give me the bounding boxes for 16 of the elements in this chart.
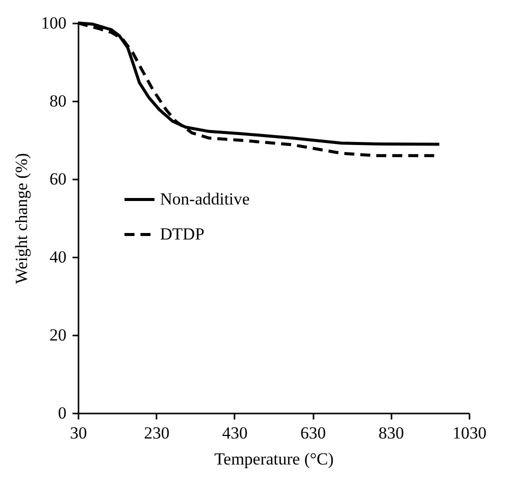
x-tick-label: 30 [70, 424, 87, 442]
y-tick-label: 0 [58, 404, 66, 422]
x-tick-label: 1030 [452, 424, 486, 442]
y-tick-label: 20 [50, 326, 66, 344]
y-tick-label: 100 [41, 14, 66, 32]
x-tick-label: 630 [300, 424, 326, 442]
y-tick-label: 40 [50, 248, 66, 266]
legend-label: Non-additive [160, 190, 250, 208]
y-tick-label: 80 [50, 92, 66, 110]
x-tick-label: 230 [144, 424, 170, 442]
x-axis-title: Temperature (°C) [214, 450, 334, 468]
x-tick-label: 830 [378, 424, 404, 442]
legend-label: DTDP [160, 224, 204, 244]
y-axis-title: Weight change (%) [12, 153, 31, 284]
y-tick-label: 60 [50, 170, 66, 188]
x-tick-label: 430 [222, 424, 248, 442]
